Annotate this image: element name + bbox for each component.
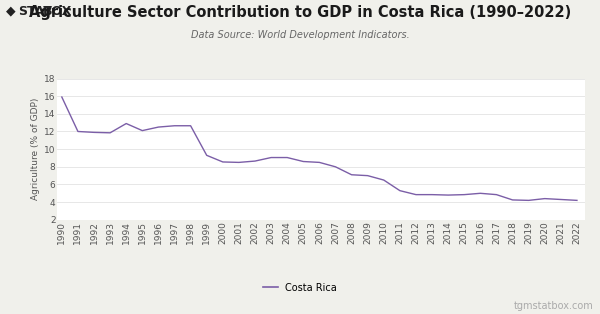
Legend: Costa Rica: Costa Rica [259, 279, 341, 297]
Text: tgmstatbox.com: tgmstatbox.com [514, 301, 594, 311]
Text: STAT: STAT [18, 5, 52, 18]
Text: Agriculture Sector Contribution to GDP in Costa Rica (1990–2022): Agriculture Sector Contribution to GDP i… [29, 5, 571, 20]
Text: ◆: ◆ [6, 5, 16, 18]
Y-axis label: Agriculture (% of GDP): Agriculture (% of GDP) [31, 98, 40, 200]
Text: Data Source: World Development Indicators.: Data Source: World Development Indicator… [191, 30, 409, 40]
Text: BOX: BOX [43, 5, 73, 18]
